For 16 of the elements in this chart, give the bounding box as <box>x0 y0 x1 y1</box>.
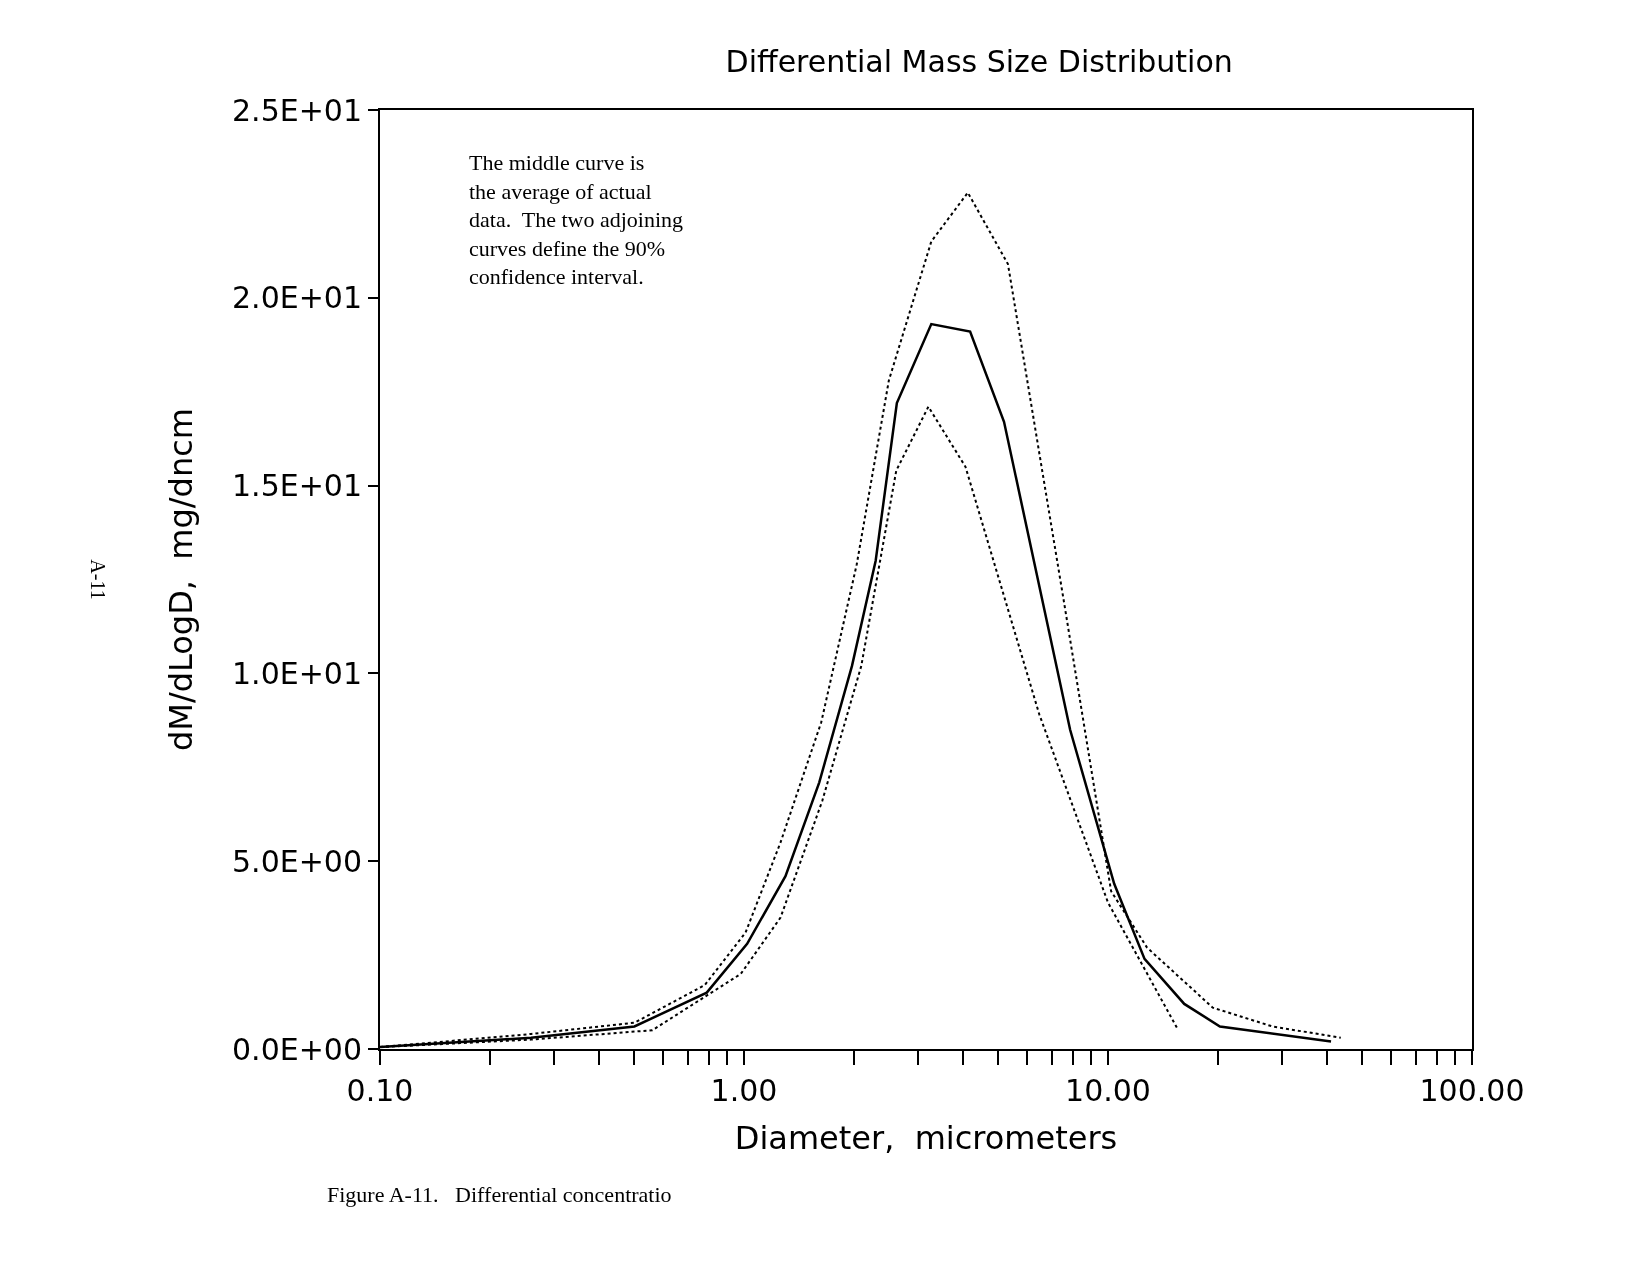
x-tick-label: 10.00 <box>1065 1073 1151 1108</box>
y-tick-label: 2.5E+01 <box>232 92 362 128</box>
x-tick-label: 1.00 <box>710 1073 778 1108</box>
y-tick-label: 1.0E+01 <box>232 655 362 691</box>
annotation: The middle curve is the average of actual data. The two adjoining curves define the 90% confidence interval. <box>469 150 689 290</box>
x-tick-label: 0.10 <box>346 1073 414 1108</box>
x-axis-title: Diameter, micrometers <box>734 1119 1118 1158</box>
y-axis-title: dM/dLogD, mg/dncm <box>161 408 200 751</box>
y-tick-label: 0.0E+00 <box>232 1031 362 1067</box>
chart-title: Differential Mass Size Distribution <box>725 44 1233 80</box>
y-tick-label: 1.5E+01 <box>232 468 362 504</box>
y-tick-label: 2.0E+01 <box>232 280 362 316</box>
text: Figure A-11. Differential concentratio <box>327 1182 672 1207</box>
text: A-11 <box>86 559 109 600</box>
x-tick-label: 100.00 <box>1419 1073 1525 1108</box>
y-tick-label: 5.0E+00 <box>232 843 362 879</box>
